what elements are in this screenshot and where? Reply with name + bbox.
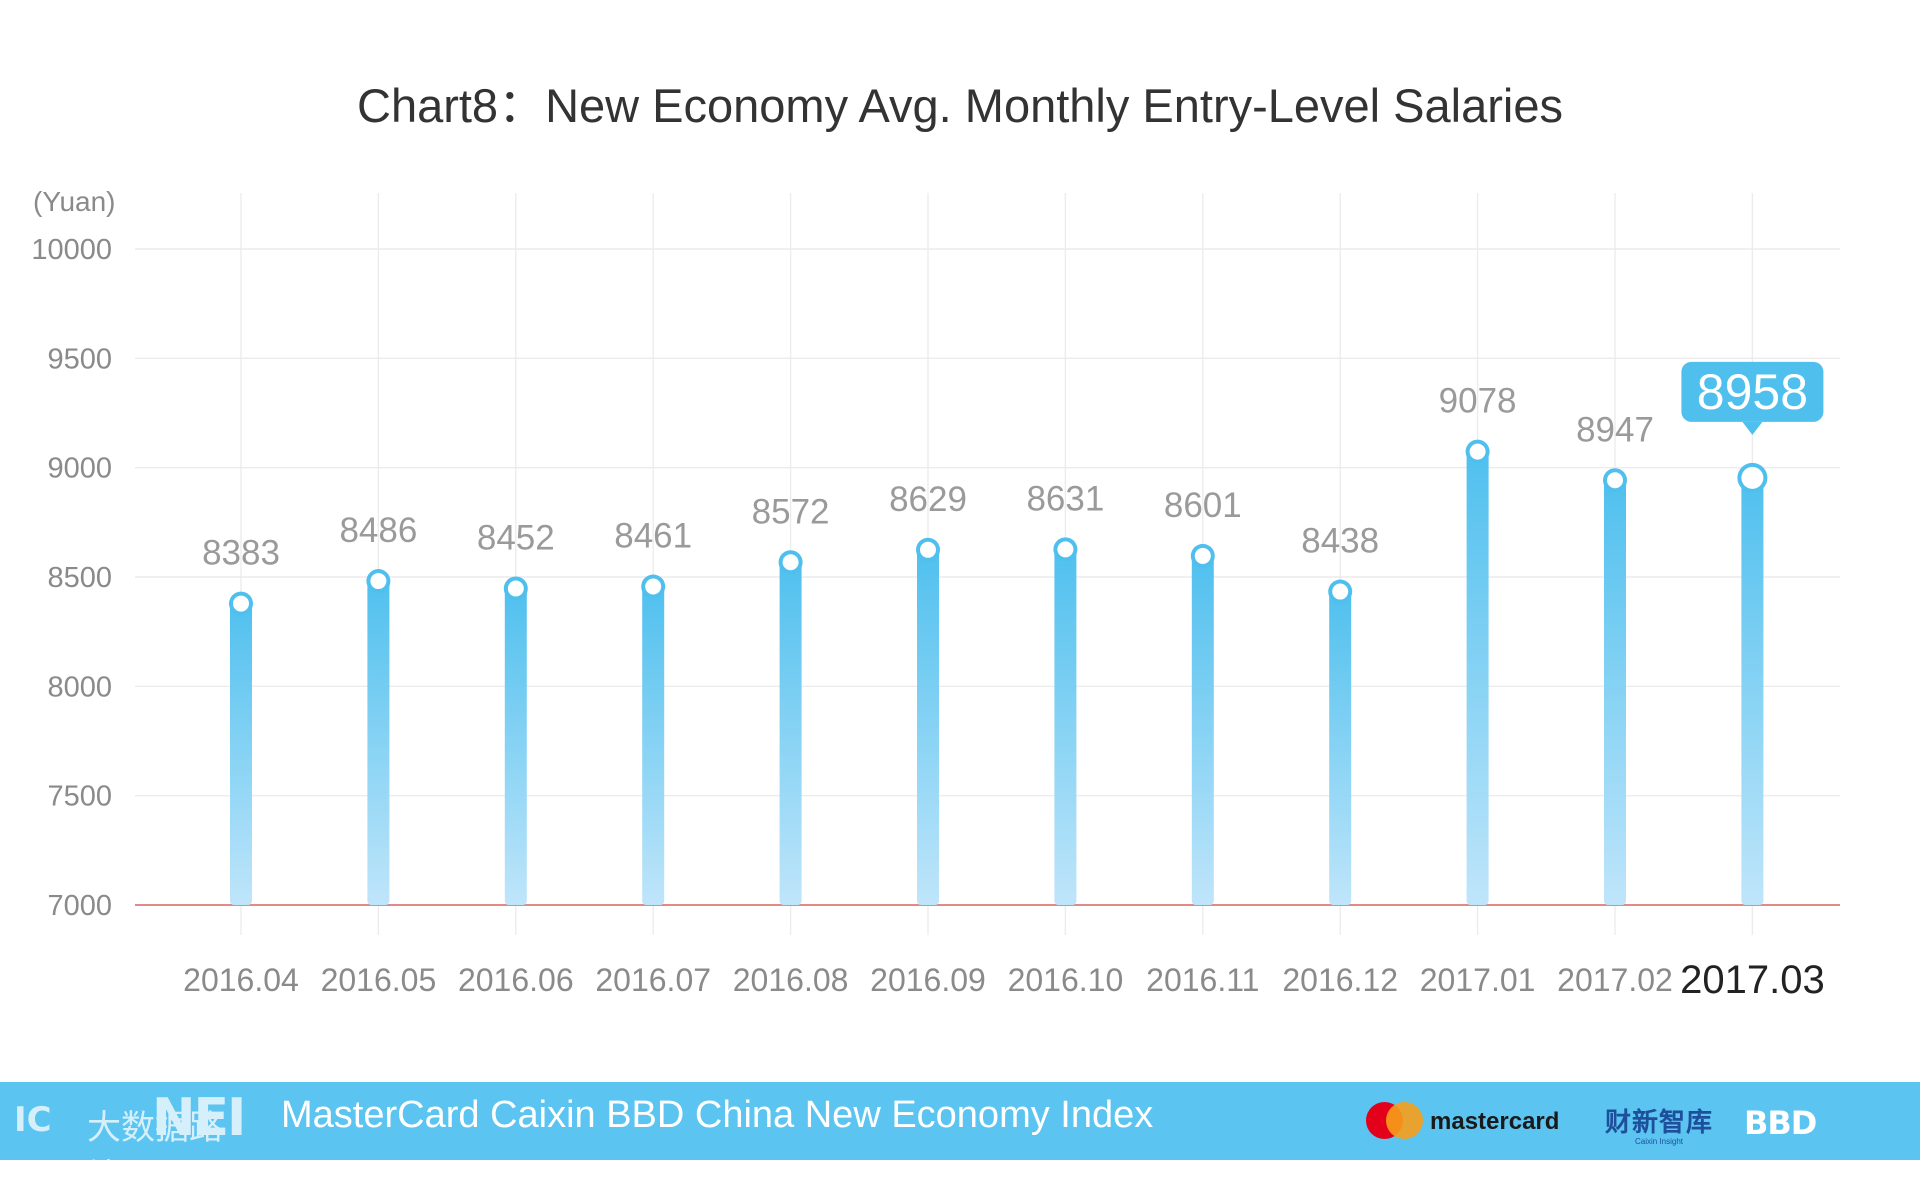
- bar-2016.10: [1054, 548, 1077, 905]
- y-tick-label: 8500: [47, 562, 112, 594]
- data-point-marker: [782, 554, 799, 571]
- bar-2016.04: [230, 602, 252, 905]
- mastercard-logo-icon: [1366, 1102, 1423, 1140]
- data-point-marker: [1057, 541, 1074, 558]
- data-point-marker: [233, 595, 249, 612]
- caixin-insight-en: Caixin Insight: [1634, 1137, 1684, 1146]
- data-label: 8601: [1164, 486, 1242, 525]
- data-label: 8947: [1576, 410, 1654, 449]
- caixin-insight-logo: 财新智库 Caixin Insight: [1604, 1102, 1714, 1146]
- x-tick-label: 2016.12: [1282, 962, 1398, 998]
- x-tick-label: 2016.07: [595, 962, 711, 998]
- bar-2016.07: [642, 585, 665, 905]
- data-point-marker: [1741, 466, 1764, 489]
- bar-2016.12: [1329, 590, 1352, 905]
- data-point-marker: [1469, 443, 1486, 460]
- data-label: 8629: [889, 480, 967, 519]
- bar-2017.01: [1466, 450, 1489, 905]
- x-tick-label: 2017.03: [1680, 958, 1825, 1002]
- data-label: 8383: [202, 534, 280, 573]
- nei-logo-text: NEI: [152, 1088, 246, 1148]
- y-tick-label: 7500: [47, 781, 112, 813]
- highlight-callout-value: 8958: [1697, 364, 1808, 420]
- data-point-marker: [370, 573, 387, 590]
- data-label: 8461: [614, 517, 692, 556]
- x-tick-label: 2017.02: [1557, 962, 1673, 998]
- nei-logo-mark-icon: IC: [14, 1100, 52, 1140]
- y-tick-label: 7000: [47, 890, 112, 922]
- data-point-marker: [1194, 547, 1211, 564]
- caixin-insight-cn: 财新智库: [1604, 1107, 1713, 1137]
- bar-2017.03: [1741, 476, 1764, 905]
- mastercard-wordmark: mastercard: [1430, 1108, 1560, 1135]
- data-point-marker: [507, 580, 524, 597]
- x-tick-label: 2016.10: [1008, 962, 1124, 998]
- data-label: 8572: [752, 492, 830, 531]
- data-point-marker: [1332, 583, 1349, 600]
- nei-logo: IC 大数据路境 NEI: [12, 1088, 252, 1197]
- highlight-callout-pointer: [1742, 421, 1763, 435]
- data-label: 8452: [477, 518, 555, 557]
- bar-2016.08: [779, 561, 802, 905]
- data-point-marker: [920, 541, 936, 558]
- y-tick-label: 9500: [47, 343, 112, 375]
- index-name: MasterCard Caixin BBD China New Economy …: [281, 1094, 1154, 1136]
- x-tick-label: 2016.08: [733, 962, 849, 998]
- bar-2016.06: [504, 587, 527, 905]
- data-point-marker: [1607, 472, 1623, 489]
- data-label: 8631: [1026, 479, 1104, 518]
- bar-2016.05: [367, 580, 390, 905]
- data-label: 9078: [1439, 382, 1517, 421]
- bbd-logo: BBD: [1744, 1104, 1817, 1142]
- data-point-marker: [645, 578, 662, 595]
- y-axis-unit-label: (Yuan): [33, 186, 116, 217]
- x-tick-label: 2017.01: [1420, 962, 1536, 998]
- highlight-callout-box: [1681, 361, 1824, 422]
- y-tick-label: 9000: [47, 453, 112, 485]
- bar-2016.11: [1191, 554, 1214, 905]
- x-tick-label: 2016.04: [183, 962, 299, 998]
- bar-2017.02: [1604, 479, 1626, 905]
- data-label: 8438: [1301, 522, 1379, 561]
- data-label: 8486: [339, 511, 417, 550]
- x-tick-label: 2016.09: [870, 962, 986, 998]
- footer-banner: IC 大数据路境 NEI MasterCard Caixin BBD China…: [0, 1082, 1920, 1197]
- bar-chart: Chart8：New Economy Avg. Monthly Entry-Le…: [31, 79, 1840, 1002]
- x-tick-label: 2016.11: [1146, 962, 1259, 998]
- x-tick-label: 2016.05: [321, 962, 437, 998]
- chart-title: Chart8：New Economy Avg. Monthly Entry-Le…: [357, 79, 1563, 132]
- y-tick-label: 8000: [47, 671, 112, 703]
- x-tick-label: 2016.06: [458, 962, 574, 998]
- bar-2016.09: [917, 548, 939, 905]
- y-tick-label: 10000: [31, 234, 112, 266]
